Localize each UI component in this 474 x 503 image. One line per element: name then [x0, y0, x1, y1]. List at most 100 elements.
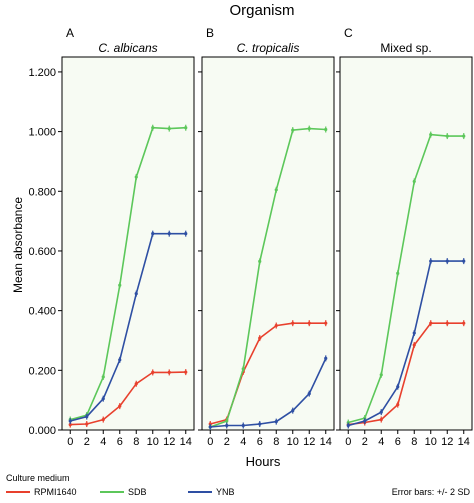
data-point [258, 336, 262, 340]
x-tick-label: 2 [224, 436, 230, 448]
x-tick-label: 4 [240, 436, 246, 448]
data-point [291, 128, 295, 132]
data-point [101, 375, 105, 379]
data-point [134, 292, 138, 296]
data-point [258, 259, 262, 264]
y-tick-label: 1.000 [28, 127, 56, 139]
panel-title: C. albicans [98, 41, 157, 55]
data-point [412, 343, 416, 347]
data-point [274, 323, 278, 328]
data-point [101, 417, 105, 422]
data-point [258, 422, 262, 426]
data-point [291, 409, 295, 413]
data-point [462, 321, 466, 325]
chart-title: Organism [229, 2, 294, 19]
series-ynb [208, 355, 328, 431]
series-line [348, 133, 464, 424]
data-point [429, 132, 433, 137]
data-point [274, 188, 278, 192]
plot-area [61, 56, 195, 431]
series-line [210, 127, 326, 428]
data-point [184, 126, 188, 130]
x-tick-label: 12 [441, 436, 453, 448]
x-tick-label: 14 [458, 436, 470, 448]
series-ynb [68, 230, 188, 425]
data-point [291, 321, 295, 325]
y-tick-label: 0.400 [28, 306, 56, 318]
x-tick-label: 4 [378, 436, 384, 448]
panel-b: B C. tropicalis 0 2 4 6 8 10 12 14 [198, 26, 335, 448]
data-point [151, 232, 155, 236]
panel-title: C. tropicalis [237, 41, 300, 55]
x-tick-label: 10 [147, 436, 159, 448]
x-tick-label: 2 [362, 436, 368, 448]
data-point [118, 358, 122, 362]
series-line [348, 322, 464, 426]
y-tick-label: 1.200 [28, 67, 56, 79]
x-tick-label: 10 [287, 436, 299, 448]
x-tick-label: 6 [117, 436, 123, 448]
series-sdb [346, 131, 466, 426]
series-line [70, 232, 186, 422]
legend-item-sdb: SDB [100, 487, 147, 497]
data-point [307, 127, 311, 131]
y-tick-label: 0.200 [28, 365, 56, 377]
x-tick-label: 12 [303, 436, 315, 448]
y-axis-label: Mean absorbance [11, 197, 25, 293]
data-point [118, 283, 122, 287]
data-point [324, 127, 328, 132]
x-tick-label: 0 [345, 436, 351, 448]
x-tick-label: 6 [395, 436, 401, 448]
panel-a: A C. albicans 0.000 0.200 0.400 0.600 0.800 1.0… [28, 26, 195, 448]
legend-title: Culture medium [6, 473, 70, 483]
x-tick-label: 10 [425, 436, 437, 448]
legend-item-rpmi1640: RPMI1640 [6, 487, 77, 497]
legend-label: SDB [128, 487, 147, 497]
data-point [396, 403, 400, 407]
data-point [307, 321, 311, 325]
series-line [210, 358, 327, 428]
error-bar-note: Error bars: +/- 2 SD [392, 487, 471, 497]
data-point [445, 134, 449, 138]
data-point [445, 259, 449, 263]
data-point [396, 271, 400, 275]
y-tick-label: 0.600 [28, 246, 56, 258]
x-axis-label: Hours [246, 454, 281, 469]
y-tick-label: 0.800 [28, 186, 56, 198]
data-point [85, 422, 89, 426]
data-point [429, 321, 433, 325]
data-point [445, 321, 449, 325]
data-point [324, 321, 328, 325]
x-tick-label: 2 [84, 436, 90, 448]
plot-area [339, 56, 473, 431]
data-point [101, 397, 105, 401]
data-point [412, 331, 416, 335]
x-tick-label: 0 [67, 436, 73, 448]
x-tick-label: 8 [411, 436, 417, 448]
data-point [379, 373, 383, 377]
y-tick-label: 0.000 [28, 425, 56, 437]
series-line [348, 260, 464, 427]
data-point [462, 259, 466, 263]
data-point [429, 259, 433, 263]
panel-letter: B [206, 26, 214, 40]
x-tick-label: 8 [133, 436, 139, 448]
data-point [225, 423, 229, 428]
plot-area [201, 56, 335, 431]
data-point [363, 419, 367, 423]
legend-item-ynb: YNB [188, 487, 235, 497]
x-tick-label: 12 [163, 436, 175, 448]
data-point [184, 232, 188, 236]
legend-label: RPMI1640 [34, 487, 77, 497]
data-point [379, 417, 383, 422]
data-point [151, 370, 155, 375]
data-point [118, 404, 122, 408]
x-tick-label: 14 [320, 436, 332, 448]
series-sdb [208, 125, 328, 431]
data-point [208, 425, 212, 429]
data-point [167, 127, 171, 131]
panel-letter: A [66, 26, 74, 40]
data-point [134, 382, 138, 386]
x-tick-label: 0 [207, 436, 213, 448]
